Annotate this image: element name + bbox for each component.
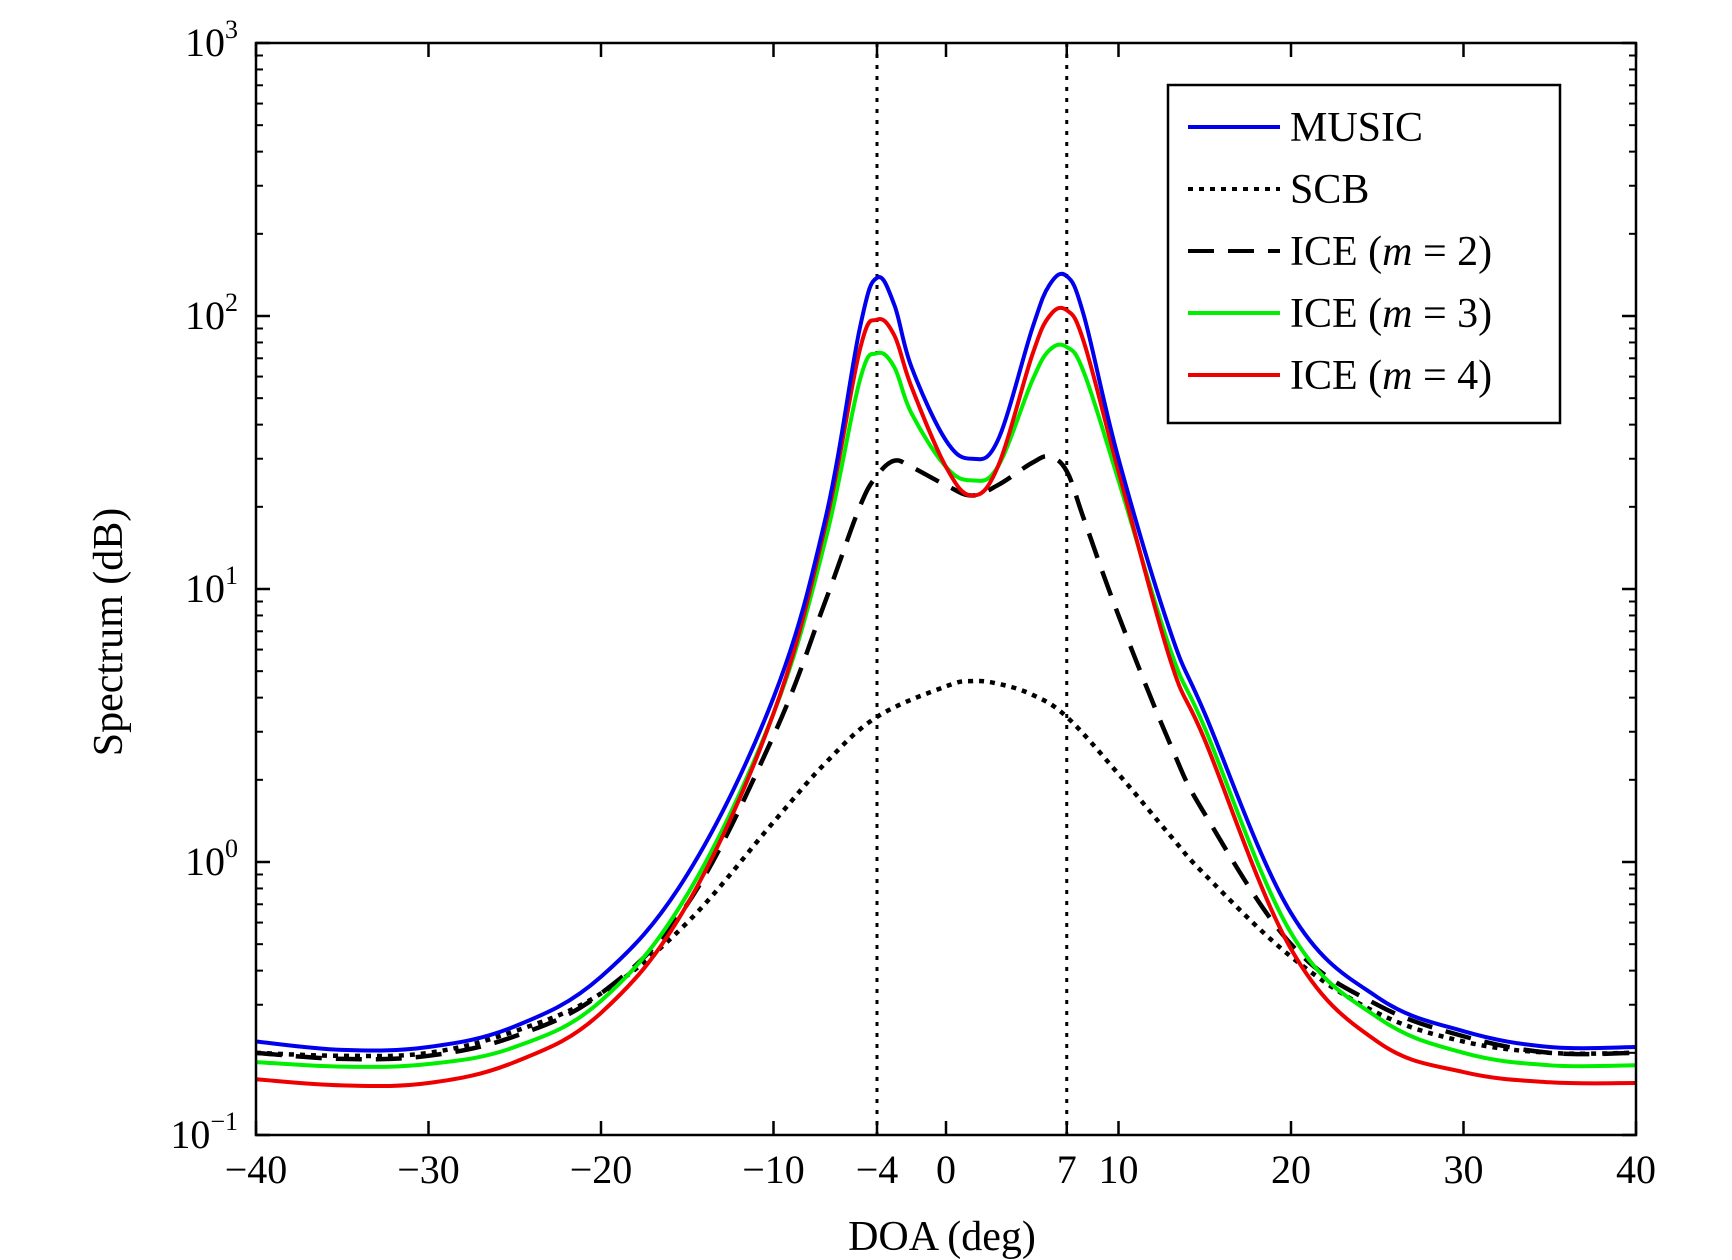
x-tick-label: 30 (1444, 1147, 1484, 1192)
series-line-music (256, 271, 1636, 1053)
x-tick-label: 20 (1271, 1147, 1311, 1192)
series-line-ice-m-2 (256, 454, 1636, 1062)
x-tick-label: 10 (1099, 1147, 1139, 1192)
y-tick-label: 100 (185, 834, 238, 884)
legend-label: MUSIC (1290, 105, 1423, 151)
x-tick-label: −30 (397, 1147, 460, 1192)
x-tick-label: −4 (856, 1147, 899, 1192)
series-line-ice-m-4 (256, 305, 1636, 1089)
series-line-ice-m-3 (256, 342, 1636, 1069)
legend-label: SCB (1290, 167, 1369, 213)
legend-label: ICE (m = 2) (1290, 229, 1492, 275)
y-tick-label: 101 (185, 561, 238, 611)
x-tick-label: −20 (570, 1147, 633, 1192)
x-axis-title: DOA (deg) (848, 1214, 1036, 1260)
y-tick-label: 10−1 (170, 1107, 238, 1157)
plot-layer (256, 43, 1636, 1135)
x-tick-label: −10 (742, 1147, 805, 1192)
series-line-scb (256, 678, 1636, 1059)
legend-label: ICE (m = 4) (1290, 353, 1492, 399)
x-tick-label: −40 (225, 1147, 288, 1192)
legend-box (1166, 83, 1562, 425)
x-tick-label: 7 (1057, 1147, 1077, 1192)
y-axis-title: Spectrum (dB) (86, 508, 132, 756)
legend-label: ICE (m = 3) (1290, 291, 1492, 337)
legend: MUSIC SCB ICE (m = 2) ICE (m = 3) ICE (m = 4… (1166, 83, 1562, 425)
y-tick-label: 102 (185, 288, 238, 338)
x-tick-label: 0 (936, 1147, 956, 1192)
y-tick-label: 103 (185, 15, 238, 65)
x-tick-label: 40 (1616, 1147, 1656, 1192)
